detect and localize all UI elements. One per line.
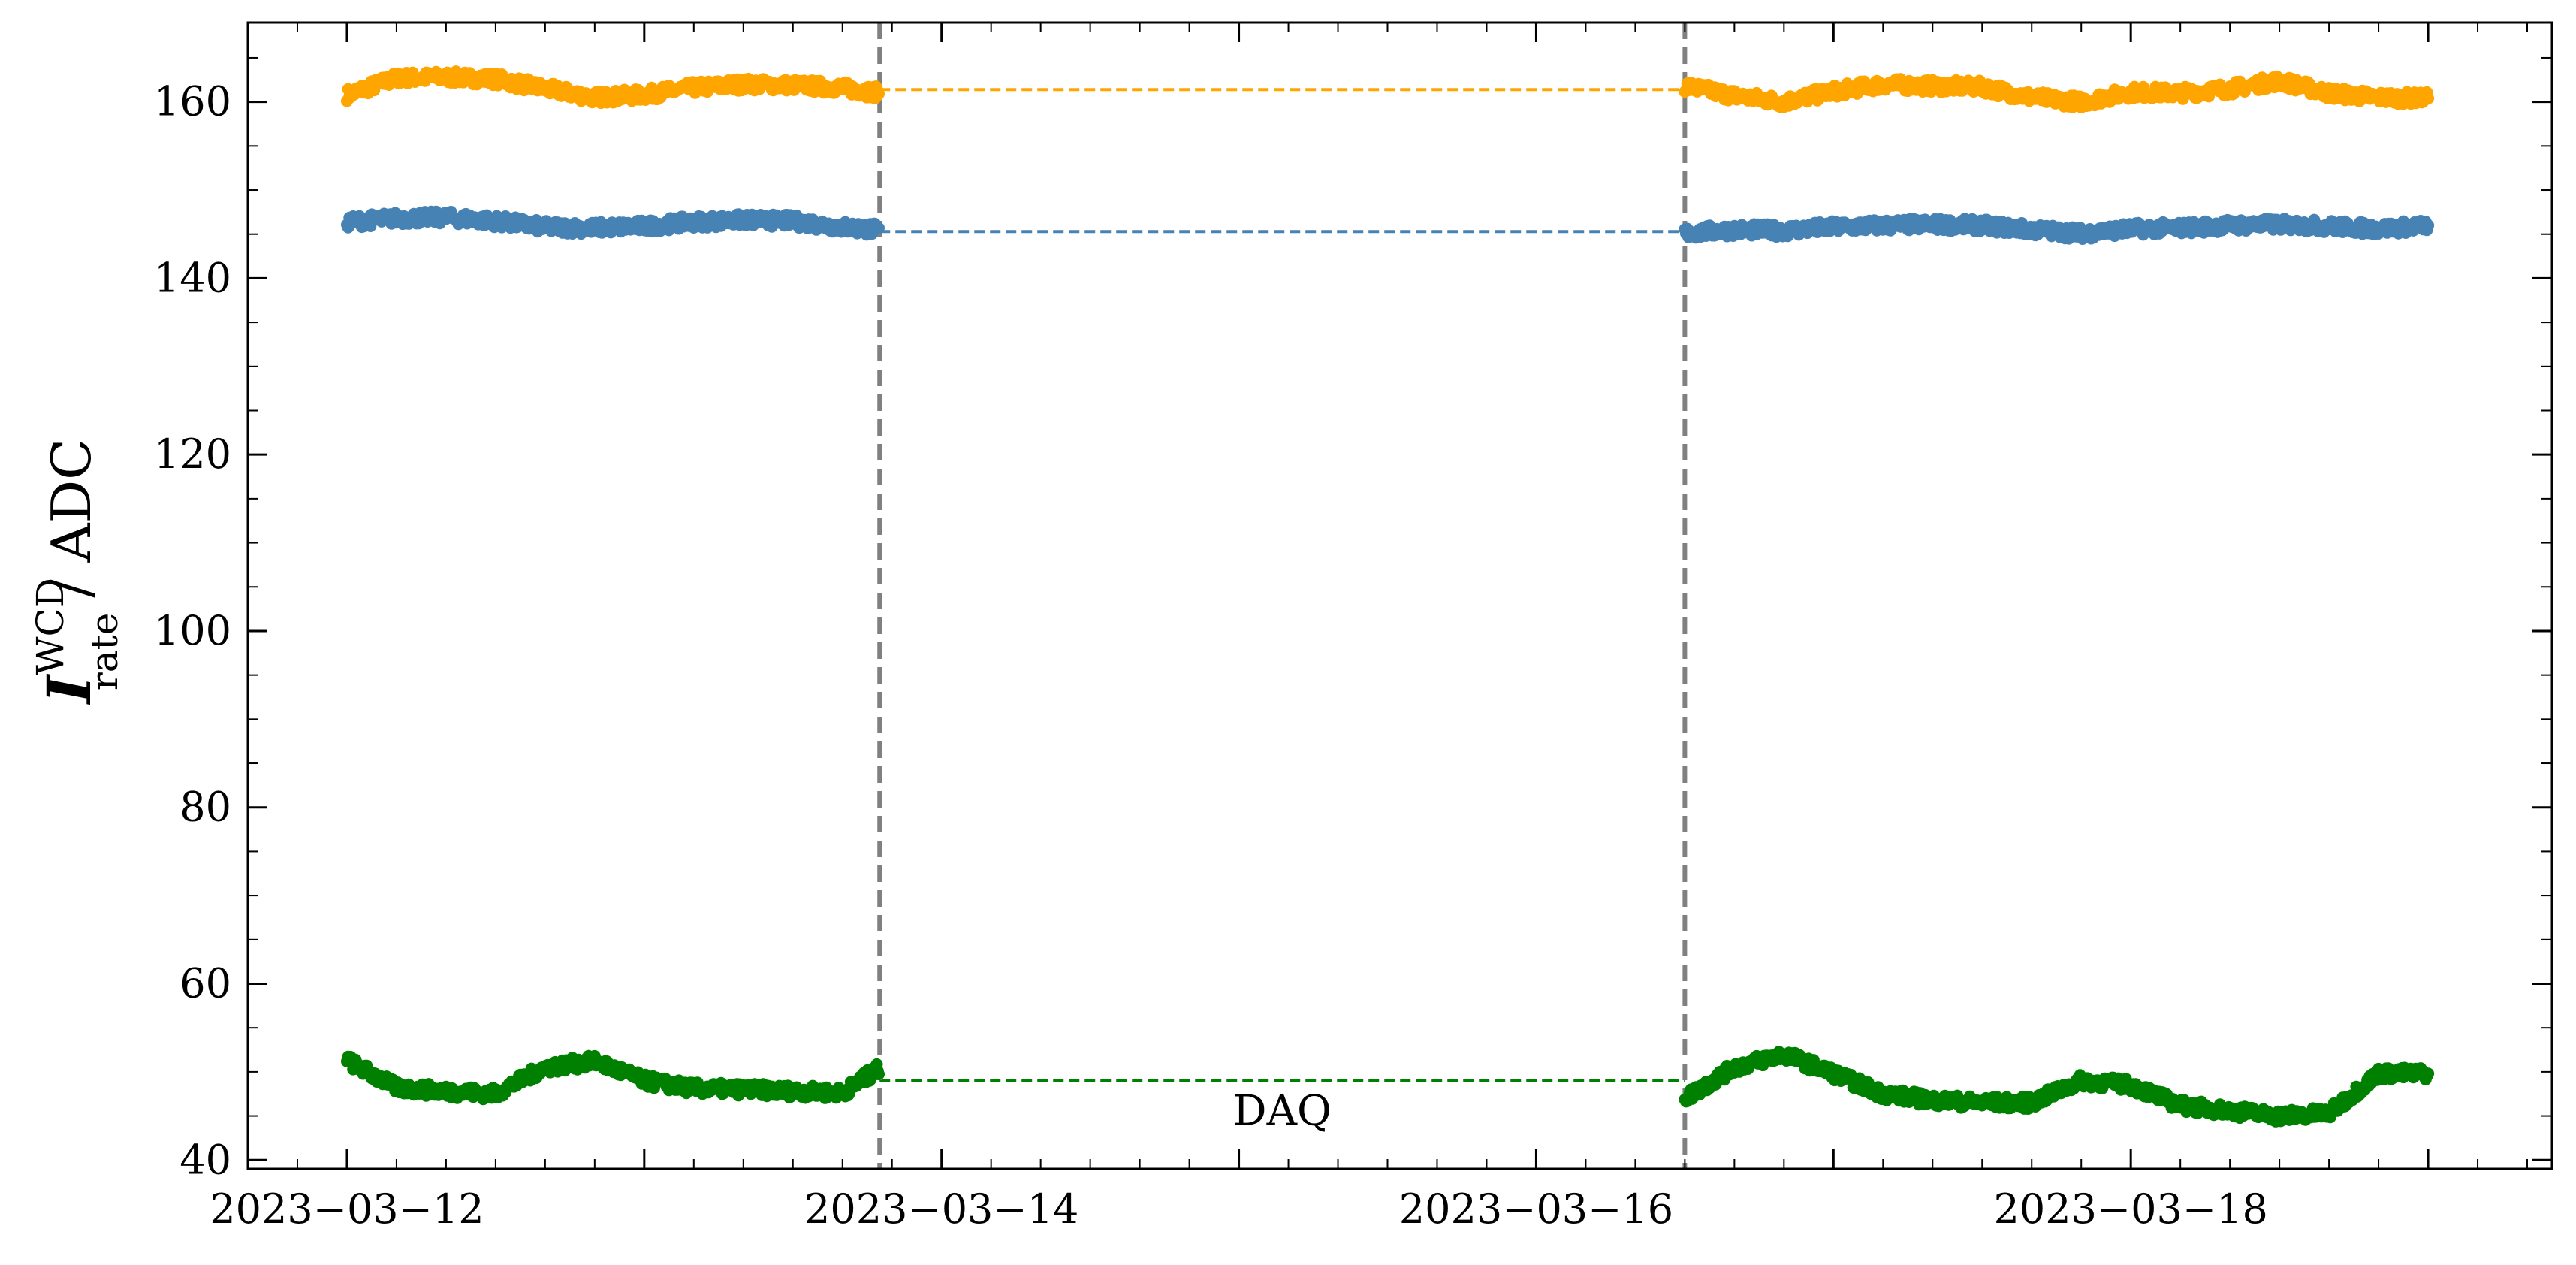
series-1 <box>341 205 2435 245</box>
axis-ticks <box>247 23 2552 1169</box>
y-tick-label: 160 <box>154 78 231 125</box>
series-1-point <box>873 222 885 234</box>
y-tick-label: 120 <box>154 430 231 478</box>
y-tick-label: 140 <box>154 254 231 301</box>
series-0-point <box>873 87 885 100</box>
daq-gap <box>877 23 1688 1169</box>
daq-annotation: DAQ <box>1233 1086 1332 1135</box>
series-2-point <box>873 1068 885 1080</box>
plot-frame <box>246 21 2553 1170</box>
series-1-point <box>2422 219 2435 231</box>
y-tick-label: 80 <box>179 783 231 831</box>
series-2-point <box>2422 1067 2435 1080</box>
y-tick-label: 40 <box>179 1136 231 1183</box>
y-tick-label: 100 <box>154 607 231 654</box>
x-tick-label: 2023−03−18 <box>1994 1185 2268 1233</box>
series-0 <box>341 65 2435 113</box>
x-tick-label: 2023−03−14 <box>804 1185 1078 1233</box>
y-tick-label: 60 <box>179 959 231 1007</box>
y-axis-symbol: I <box>34 673 104 705</box>
series-2 <box>341 1046 2435 1128</box>
y-axis-superscript: WCD <box>29 578 72 675</box>
x-tick-label: 2023−03−16 <box>1399 1185 1673 1233</box>
y-axis-subscript: rate <box>83 613 126 690</box>
y-axis-unit: / ADC <box>40 439 103 598</box>
x-tick-label: 2023−03−12 <box>210 1185 484 1233</box>
tick-labels: 40 60 80 100 120 140 160 2023−03−12 2023−03−14 20… <box>154 78 2268 1233</box>
data-series <box>341 65 2435 1128</box>
y-axis-label: IWCD rate / ADC <box>29 439 126 705</box>
series-0-point <box>2422 92 2435 104</box>
